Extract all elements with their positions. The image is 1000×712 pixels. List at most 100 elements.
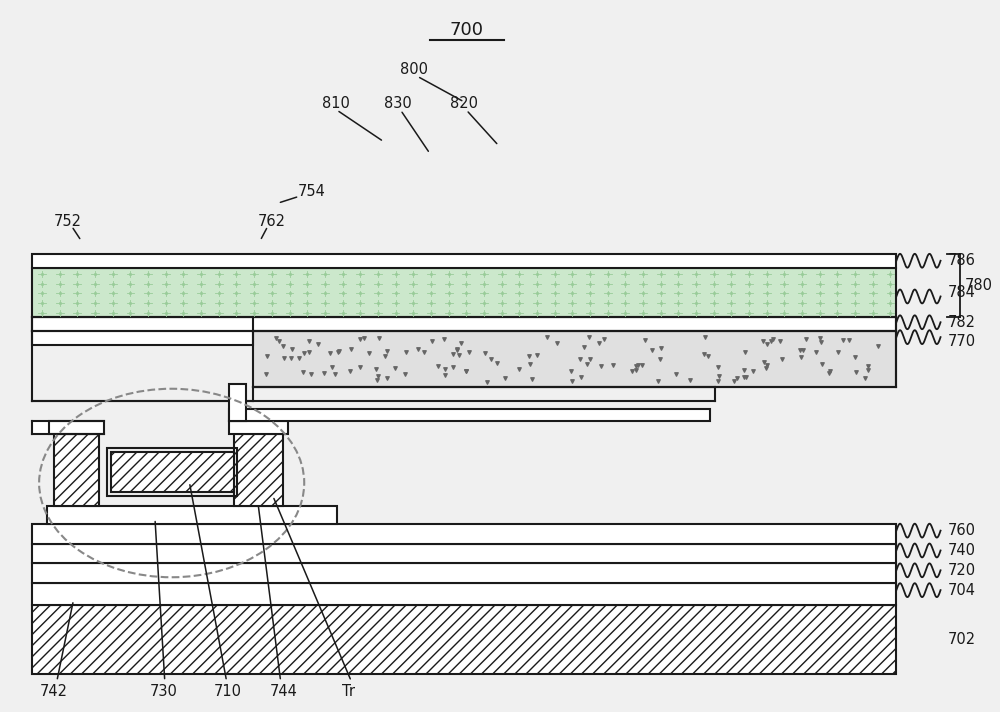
Point <box>763 335 779 347</box>
Point <box>416 347 432 358</box>
Point <box>634 360 650 371</box>
Bar <box>229 384 246 422</box>
Point <box>379 345 395 357</box>
Bar <box>32 253 896 268</box>
Point <box>857 372 873 383</box>
Point <box>591 337 607 349</box>
Point <box>745 365 761 377</box>
Point <box>371 332 387 343</box>
Bar <box>49 422 104 434</box>
Point <box>522 358 538 370</box>
Point <box>792 345 808 356</box>
Point <box>449 344 465 355</box>
Text: 820: 820 <box>450 97 478 112</box>
Point <box>808 347 824 358</box>
Point <box>283 352 299 363</box>
Point <box>356 333 372 344</box>
Text: 704: 704 <box>947 582 975 597</box>
Point <box>759 338 775 350</box>
Point <box>397 368 413 379</box>
Bar <box>253 331 896 387</box>
Point <box>835 335 851 346</box>
Point <box>756 357 772 368</box>
Point <box>564 375 580 387</box>
Point <box>458 365 474 377</box>
Point <box>303 368 319 379</box>
Point <box>437 363 453 375</box>
Point <box>650 375 666 387</box>
Point <box>342 365 358 377</box>
Text: 754: 754 <box>297 184 325 199</box>
Point <box>847 352 863 363</box>
Point <box>737 347 753 358</box>
Text: 752: 752 <box>54 214 82 229</box>
Bar <box>229 422 288 434</box>
Bar <box>32 605 896 674</box>
Point <box>539 331 555 342</box>
Point <box>860 360 876 372</box>
Point <box>860 365 876 376</box>
Point <box>772 335 788 347</box>
Point <box>812 332 828 343</box>
Point <box>291 352 307 364</box>
Point <box>736 364 752 375</box>
Point <box>398 347 414 358</box>
Bar <box>234 434 283 506</box>
Point <box>637 335 653 346</box>
Point <box>324 362 340 373</box>
Point <box>361 347 377 359</box>
Point <box>424 335 440 347</box>
Point <box>628 365 644 376</box>
Point <box>521 351 537 362</box>
Bar <box>32 422 104 434</box>
Text: Tr: Tr <box>342 684 355 699</box>
Point <box>268 333 284 344</box>
Point <box>387 362 403 374</box>
Point <box>755 335 771 347</box>
Point <box>870 340 886 352</box>
Point <box>437 370 453 381</box>
Point <box>296 347 312 359</box>
Point <box>848 366 864 377</box>
Text: 700: 700 <box>449 21 483 38</box>
Point <box>343 343 359 355</box>
Point <box>572 354 588 365</box>
Point <box>524 374 540 385</box>
Text: 810: 810 <box>322 97 350 112</box>
Point <box>576 341 592 352</box>
Point <box>581 332 597 343</box>
Text: 770: 770 <box>947 334 976 349</box>
Point <box>275 340 291 351</box>
Point <box>284 343 300 355</box>
Point <box>697 332 713 343</box>
Point <box>668 368 684 379</box>
Text: 830: 830 <box>384 97 412 112</box>
Point <box>330 346 346 357</box>
Point <box>483 354 499 365</box>
Text: 800: 800 <box>400 62 428 77</box>
Point <box>813 336 829 347</box>
Point <box>758 362 774 374</box>
Point <box>352 333 368 345</box>
Point <box>563 365 579 377</box>
Point <box>479 376 495 387</box>
Point <box>738 371 754 382</box>
Point <box>653 342 669 353</box>
Point <box>301 335 317 347</box>
Point <box>579 358 595 370</box>
Point <box>430 360 446 372</box>
Point <box>624 365 640 377</box>
Point <box>445 348 461 360</box>
Bar <box>111 452 234 492</box>
Point <box>798 334 814 345</box>
Point <box>682 375 698 386</box>
Point <box>436 333 452 345</box>
Point <box>700 350 716 362</box>
Point <box>295 366 311 377</box>
Point <box>726 375 742 387</box>
Point <box>711 371 727 382</box>
Text: 786: 786 <box>947 253 975 268</box>
Point <box>368 363 384 375</box>
Point <box>573 372 589 383</box>
Point <box>652 353 668 365</box>
